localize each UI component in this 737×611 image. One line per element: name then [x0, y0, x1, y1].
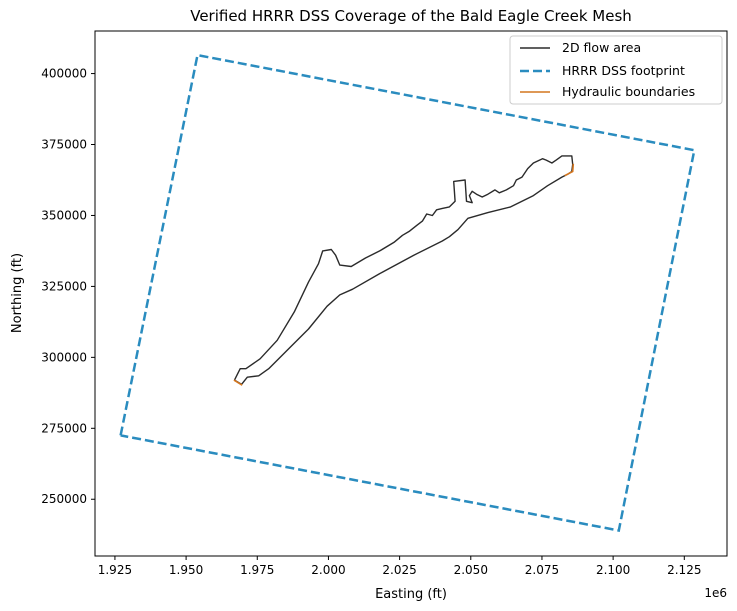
legend-frame — [509, 35, 723, 105]
y-tick-label: 325000 — [41, 279, 87, 293]
chart-title: Verified HRRR DSS Coverage of the Bald E… — [190, 7, 632, 25]
x-tick-label: 1.925 — [98, 563, 132, 577]
y-tick-label: 300000 — [41, 350, 87, 364]
plot-area — [94, 30, 728, 557]
y-tick-label: 375000 — [41, 138, 87, 152]
x-tick-label: 2.050 — [454, 563, 488, 577]
legend-label-footprint: HRRR DSS footprint — [562, 63, 685, 78]
x-tick-label: 2.125 — [667, 563, 701, 577]
legend-label-boundaries: Hydraulic boundaries — [562, 84, 695, 99]
x-axis: 1.925 1.950 1.975 2.000 2.025 2.050 2.075 2.100… — [98, 556, 701, 577]
series-hrrr-dss-footprint — [119, 53, 696, 532]
y-tick-label: 250000 — [41, 492, 87, 506]
y-tick-label: 275000 — [41, 421, 87, 435]
x-tick-label: 2.075 — [525, 563, 559, 577]
series-layer — [119, 53, 696, 532]
series-hydraulic-boundary — [564, 163, 575, 177]
x-tick-label: 1.975 — [240, 563, 274, 577]
y-tick-label: 350000 — [41, 208, 87, 222]
x-axis-label: Easting (ft) — [375, 587, 447, 602]
x-tick-label: 2.000 — [311, 563, 345, 577]
x-tick-label: 2.025 — [382, 563, 416, 577]
y-axis-label: Northing (ft) — [10, 253, 25, 333]
y-axis: 250000 275000 300000 325000 350000 375000 4000… — [41, 67, 95, 506]
legend: 2D flow area HRRR DSS footprint Hydrauli… — [509, 35, 723, 105]
series-2d-flow-area — [233, 155, 574, 385]
x-tick-label: 2.100 — [596, 563, 630, 577]
x-tick-label: 1.950 — [169, 563, 203, 577]
y-tick-label: 400000 — [41, 67, 87, 81]
series-hydraulic-boundary — [233, 379, 243, 386]
legend-label-flow-area: 2D flow area — [562, 40, 641, 55]
x-offset-label: 1e6 — [704, 586, 727, 600]
